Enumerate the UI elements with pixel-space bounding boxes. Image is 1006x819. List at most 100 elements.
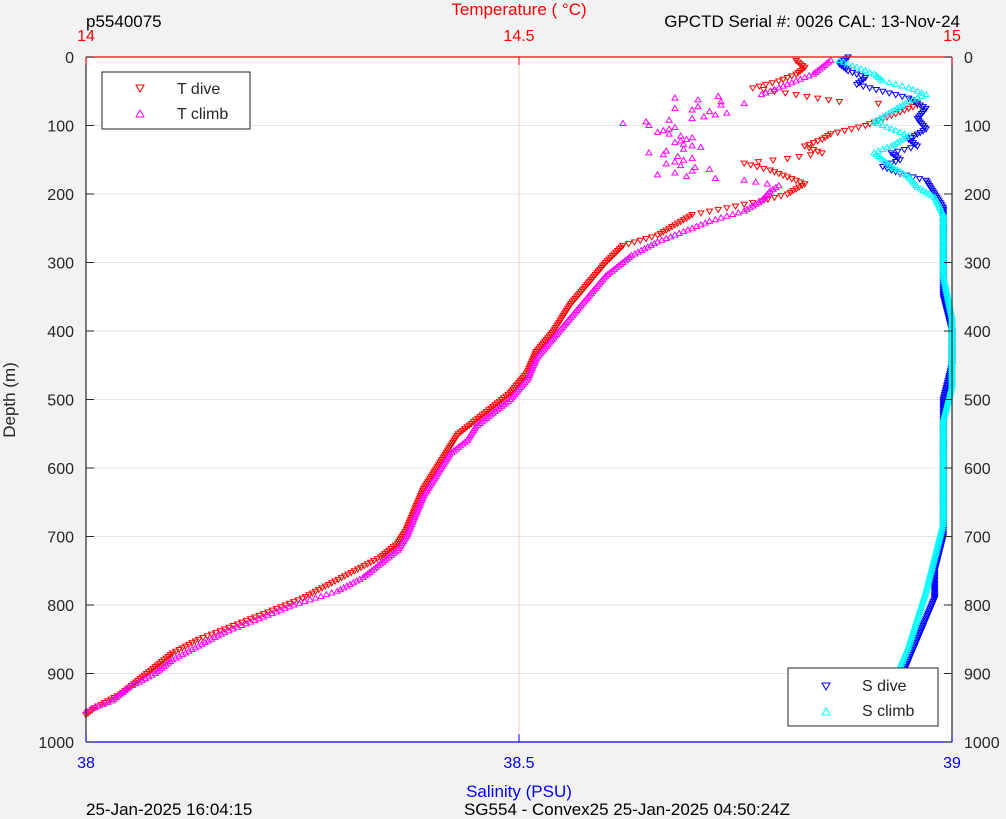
data-point: [160, 657, 168, 664]
data-point: [391, 542, 400, 550]
data-point: [184, 647, 193, 654]
data-point: [901, 133, 910, 140]
data-point: [478, 412, 487, 419]
data-point: [781, 90, 790, 97]
data-point: [705, 165, 714, 172]
data-point: [489, 403, 497, 411]
data-point: [670, 169, 679, 176]
data-point: [798, 66, 807, 73]
data-point: [246, 618, 255, 625]
data-point: [603, 258, 612, 265]
data-point: [755, 83, 764, 91]
data-point: [796, 61, 805, 68]
data-point: [893, 166, 902, 173]
data-point: [656, 230, 665, 238]
data-point: [491, 402, 500, 409]
data-point: [642, 117, 650, 125]
data-point: [779, 82, 788, 89]
data-point: [334, 576, 343, 584]
data-point: [714, 92, 723, 99]
data-point: [149, 665, 157, 673]
data-point: [131, 679, 140, 687]
data-point: [144, 669, 153, 676]
data-point: [734, 208, 743, 216]
data-point: [95, 702, 103, 709]
data-point: [884, 109, 893, 117]
data-point: [740, 160, 749, 168]
data-point: [859, 76, 868, 84]
data-point: [268, 609, 277, 617]
t-climb-legend-label: T climb: [177, 106, 228, 123]
data-point: [887, 162, 896, 170]
left-depth-tick-label: 0: [65, 50, 74, 67]
data-point: [659, 126, 668, 134]
data-point: [731, 203, 740, 210]
data-point: [930, 592, 939, 599]
data-point: [357, 564, 365, 572]
data-point: [714, 206, 723, 214]
data-point: [685, 213, 694, 221]
data-point: [197, 640, 206, 647]
data-point: [754, 159, 763, 166]
data-point: [878, 121, 887, 128]
data-point: [913, 183, 922, 190]
data-point: [653, 128, 662, 135]
data-point: [207, 635, 216, 642]
data-point: [909, 140, 917, 147]
data-point: [666, 232, 675, 240]
data-point: [917, 92, 926, 99]
data-point: [699, 112, 708, 120]
data-point: [901, 171, 910, 178]
data-point: [220, 628, 229, 635]
data-point: [688, 167, 697, 174]
right-depth-tick-label: 400: [964, 324, 991, 341]
data-point: [662, 159, 671, 167]
data-point: [486, 405, 495, 413]
data-point: [171, 648, 180, 656]
data-point: [138, 674, 147, 681]
data-point: [634, 248, 642, 255]
data-point: [129, 681, 138, 688]
right-depth-tick-label: 900: [964, 667, 991, 684]
data-point: [774, 78, 783, 85]
depth-axis-label: Depth (m): [0, 362, 19, 438]
left-depth-tick-label: 800: [47, 598, 74, 615]
data-point: [233, 623, 242, 630]
data-point: [769, 185, 777, 192]
salinity-legend: S dive S climb: [787, 667, 939, 727]
data-point: [181, 643, 190, 651]
salinity-axis-label: Salinity (PSU): [466, 782, 572, 801]
data-point: [473, 415, 482, 423]
data-point: [86, 705, 95, 712]
salinity-tick-label: 38: [77, 755, 95, 772]
data-point: [653, 170, 662, 178]
data-point: [839, 58, 848, 65]
data-point: [679, 156, 688, 163]
data-point: [103, 698, 112, 706]
data-point: [691, 163, 699, 171]
data-point: [870, 118, 878, 125]
data-point: [930, 585, 939, 592]
data-point: [898, 93, 907, 101]
data-point: [694, 102, 702, 110]
data-point: [389, 544, 398, 551]
data-point: [705, 107, 714, 115]
data-point: [800, 64, 809, 72]
data-point: [705, 208, 714, 216]
data-point: [336, 585, 345, 593]
data-point: [916, 184, 925, 192]
data-point: [342, 582, 351, 589]
data-point: [493, 400, 502, 407]
data-point: [353, 566, 362, 574]
data-point: [135, 678, 143, 685]
data-point: [229, 625, 238, 632]
data-point: [458, 427, 467, 435]
dive-id-label: p5540075: [86, 12, 162, 31]
data-point: [613, 248, 622, 255]
data-point: [740, 99, 749, 107]
data-point: [893, 148, 902, 156]
data-point: [887, 124, 896, 132]
data-point: [889, 152, 898, 159]
data-point: [711, 215, 720, 223]
data-point: [857, 65, 865, 72]
